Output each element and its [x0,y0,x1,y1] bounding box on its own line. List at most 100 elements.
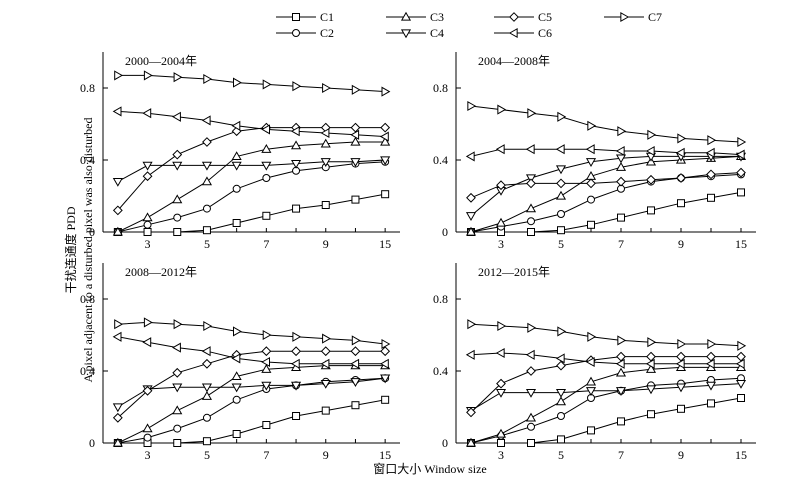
series-line [470,105,742,143]
x-tick-label: 15 [379,237,391,251]
series-c7 [467,100,747,148]
data-point [261,161,272,171]
x-tick-label: 5 [204,448,210,462]
y-tick-label: 0.4 [80,364,95,378]
data-point [261,143,272,153]
series-c1 [467,394,745,447]
series-c6 [465,144,745,162]
y-tick-label: 0 [89,436,95,450]
data-point [465,212,477,222]
data-point [172,194,183,204]
data-point [557,435,565,444]
data-point [466,192,476,203]
data-point [557,111,567,122]
legend-item-c2: C2 [276,26,334,40]
data-point [647,129,657,140]
data-point [142,385,153,396]
data-point [320,138,331,148]
data-point [496,378,506,389]
data-point [350,158,361,168]
panel-title: 2008—2012年 [125,265,197,279]
data-point [290,159,302,169]
x-tick-label: 7 [263,237,269,251]
data-point [320,379,331,389]
data-point [202,358,212,369]
data-point [707,135,717,146]
data-point [675,147,685,158]
series-line [470,172,742,199]
data-point [467,319,477,330]
data-point [112,106,122,117]
x-tick-label: 9 [323,448,329,462]
data-point [173,213,182,222]
data-point [379,358,389,369]
data-point [172,149,183,160]
data-point [556,360,566,371]
data-point [646,174,656,185]
data-point [495,428,507,438]
data-point [527,322,537,333]
data-point [231,151,242,161]
data-point [527,422,535,431]
data-point [380,136,391,146]
x-tick-label: 7 [618,448,624,462]
y-tick-label: 0.4 [433,364,448,378]
y-tick-label: 0 [89,225,95,239]
data-point [707,193,715,202]
data-point [526,366,536,376]
data-point [381,86,391,97]
panels: 0 0.4 0.8 3 5 7 9 15 2000—2004年 0 0.4 0.8 3 5 7 9 15 2004… [80,52,756,462]
x-tick-label: 7 [618,237,624,251]
data-point [231,353,241,364]
data-point [737,136,747,148]
data-point [736,167,746,178]
legend-item-c5: C5 [494,10,552,24]
x-tick-label: 3 [498,448,504,462]
data-point [587,331,597,342]
series-line [470,173,742,233]
data-point [555,396,567,406]
data-point [707,399,715,408]
data-point [557,412,565,420]
x-tick-label: 5 [558,448,564,462]
data-point [615,154,627,164]
data-point [525,203,537,213]
data-point [617,417,625,426]
data-point [292,81,302,92]
data-point [706,169,716,180]
data-point [202,204,211,213]
data-point [350,129,360,140]
data-point [616,351,626,362]
data-point [677,338,687,350]
legend-marker-c6 [508,27,518,39]
legend-marker-c1 [292,13,300,21]
legend-item-c4: C4 [386,26,444,40]
data-point [143,317,153,328]
data-point [557,326,567,337]
data-point [231,161,242,171]
data-point [232,395,241,404]
data-point [172,405,183,415]
series-c7 [114,70,391,97]
data-point [676,173,686,183]
data-point [555,353,565,364]
data-point [201,383,213,393]
data-point [173,439,182,447]
legend-label: C3 [430,10,444,24]
x-tick-label: 3 [145,237,151,251]
data-point [735,379,747,389]
legend-item-c1: C1 [276,10,334,24]
x-tick-label: 9 [678,448,684,462]
legend-item-c6: C6 [494,26,552,40]
data-point [262,211,271,220]
series-c4 [465,152,747,222]
data-point [677,404,685,413]
data-point [172,111,181,122]
data-point [495,144,505,155]
legend-item-c3: C3 [386,10,444,24]
series-line [117,336,386,365]
data-point [707,338,717,350]
legend-marker-c4 [400,29,412,39]
data-point [114,70,124,81]
legend-item-c7: C7 [604,10,662,24]
